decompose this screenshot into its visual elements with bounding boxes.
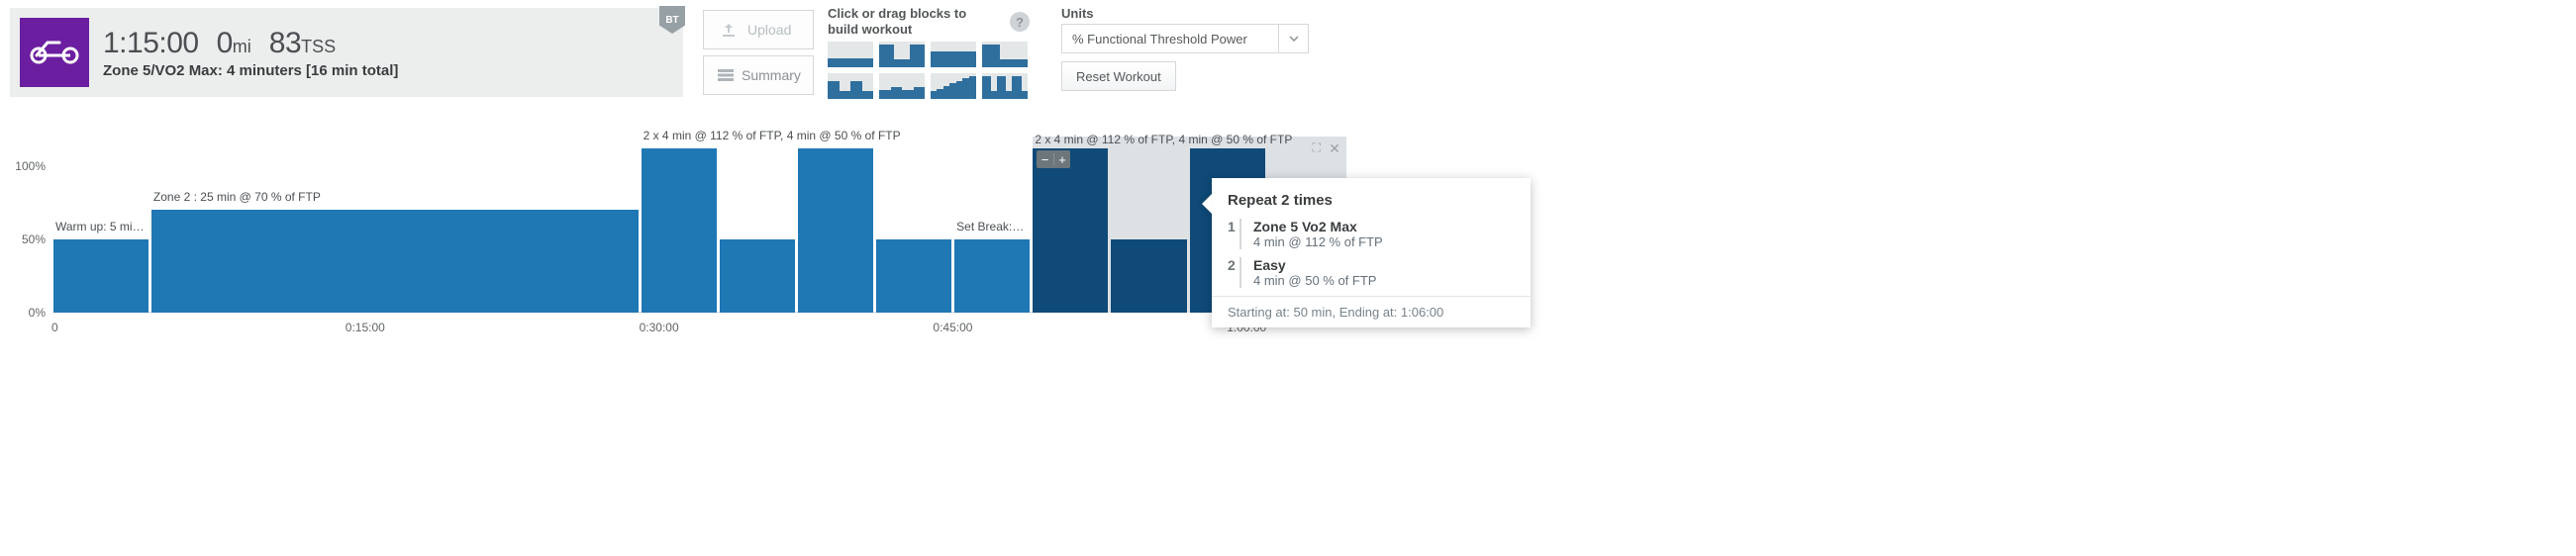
workout-bar[interactable] xyxy=(642,148,717,313)
x-tick: 0:45:00 xyxy=(933,321,972,334)
help-icon[interactable]: ? xyxy=(1010,12,1030,32)
close-icon[interactable]: ✕ xyxy=(1329,140,1340,157)
chevron-down-icon xyxy=(1278,25,1308,52)
palette-helper-text: Click or drag blocks to build workout xyxy=(828,6,994,39)
x-tick: 0:30:00 xyxy=(640,321,679,334)
palette-block[interactable] xyxy=(828,42,873,67)
stat-distance: 0mi xyxy=(217,27,251,60)
x-tick: 0:15:00 xyxy=(346,321,385,334)
y-tick: 50% xyxy=(22,232,46,246)
palette-block[interactable] xyxy=(931,73,976,99)
workout-bar[interactable] xyxy=(720,239,795,313)
upload-icon xyxy=(718,22,740,38)
units-label: Units xyxy=(1061,6,1094,21)
x-tick: 0 xyxy=(51,321,58,334)
tooltip-steps: 1Zone 5 Vo2 Max4 min @ 112 % of FTP 2Easy… xyxy=(1228,219,1515,288)
palette-block[interactable] xyxy=(931,42,976,67)
minus-button[interactable]: − xyxy=(1037,153,1053,166)
tooltip-step: 1Zone 5 Vo2 Max4 min @ 112 % of FTP xyxy=(1228,219,1515,249)
segment-label: Warm up: 5 mi… xyxy=(55,220,145,233)
palette-block[interactable] xyxy=(879,73,925,99)
workout-title: Zone 5/VO2 Max: 4 minuters [16 min total… xyxy=(103,62,673,79)
workout-bar[interactable] xyxy=(1111,239,1186,313)
upload-button[interactable]: Upload xyxy=(703,10,814,49)
palette-block[interactable] xyxy=(828,73,873,99)
segment-tooltip: Repeat 2 times 1Zone 5 Vo2 Max4 min @ 11… xyxy=(1212,178,1531,327)
workout-bar[interactable] xyxy=(876,239,951,313)
tooltip-footer: Starting at: 50 min, Ending at: 1:06:00 xyxy=(1212,296,1531,327)
stat-tss: 83TSS xyxy=(269,27,336,60)
activity-icon xyxy=(20,18,89,87)
y-tick: 100% xyxy=(15,159,46,173)
block-palette xyxy=(828,42,1028,99)
y-axis: 0% 50% 100% xyxy=(10,119,50,317)
tooltip-step: 2Easy4 min @ 50 % of FTP xyxy=(1228,257,1515,288)
reset-workout-button[interactable]: Reset Workout xyxy=(1061,61,1176,91)
segment-label: Set Break:… xyxy=(956,220,1024,233)
palette-block[interactable] xyxy=(982,42,1028,67)
segment-label: Zone 2 : 25 min @ 70 % of FTP xyxy=(153,190,321,204)
segment-label: 2 x 4 min @ 112 % of FTP, 4 min @ 50 % o… xyxy=(1035,133,1292,146)
workout-bar[interactable] xyxy=(53,239,149,313)
tooltip-title: Repeat 2 times xyxy=(1228,192,1515,209)
workout-bar[interactable] xyxy=(151,210,639,313)
palette-block[interactable] xyxy=(982,73,1028,99)
repeat-stepper[interactable]: −+ xyxy=(1037,150,1070,168)
plus-button[interactable]: + xyxy=(1054,153,1071,166)
workout-bar[interactable] xyxy=(1033,148,1108,313)
stat-duration: 1:15:00 xyxy=(103,27,199,60)
summary-icon xyxy=(718,69,734,81)
segment-label: 2 x 4 min @ 112 % of FTP, 4 min @ 50 % o… xyxy=(644,129,901,142)
units-select[interactable]: % Functional Threshold Power xyxy=(1061,24,1309,53)
palette-block[interactable] xyxy=(879,42,925,67)
expand-icon[interactable]: ⛶ xyxy=(1313,140,1321,155)
workout-bar[interactable] xyxy=(954,239,1030,313)
workout-header: 1:15:00 0mi 83TSS Zone 5/VO2 Max: 4 minu… xyxy=(10,8,683,97)
workout-bar[interactable] xyxy=(798,148,873,313)
y-tick: 0% xyxy=(29,306,46,320)
summary-button[interactable]: Summary xyxy=(703,55,814,95)
